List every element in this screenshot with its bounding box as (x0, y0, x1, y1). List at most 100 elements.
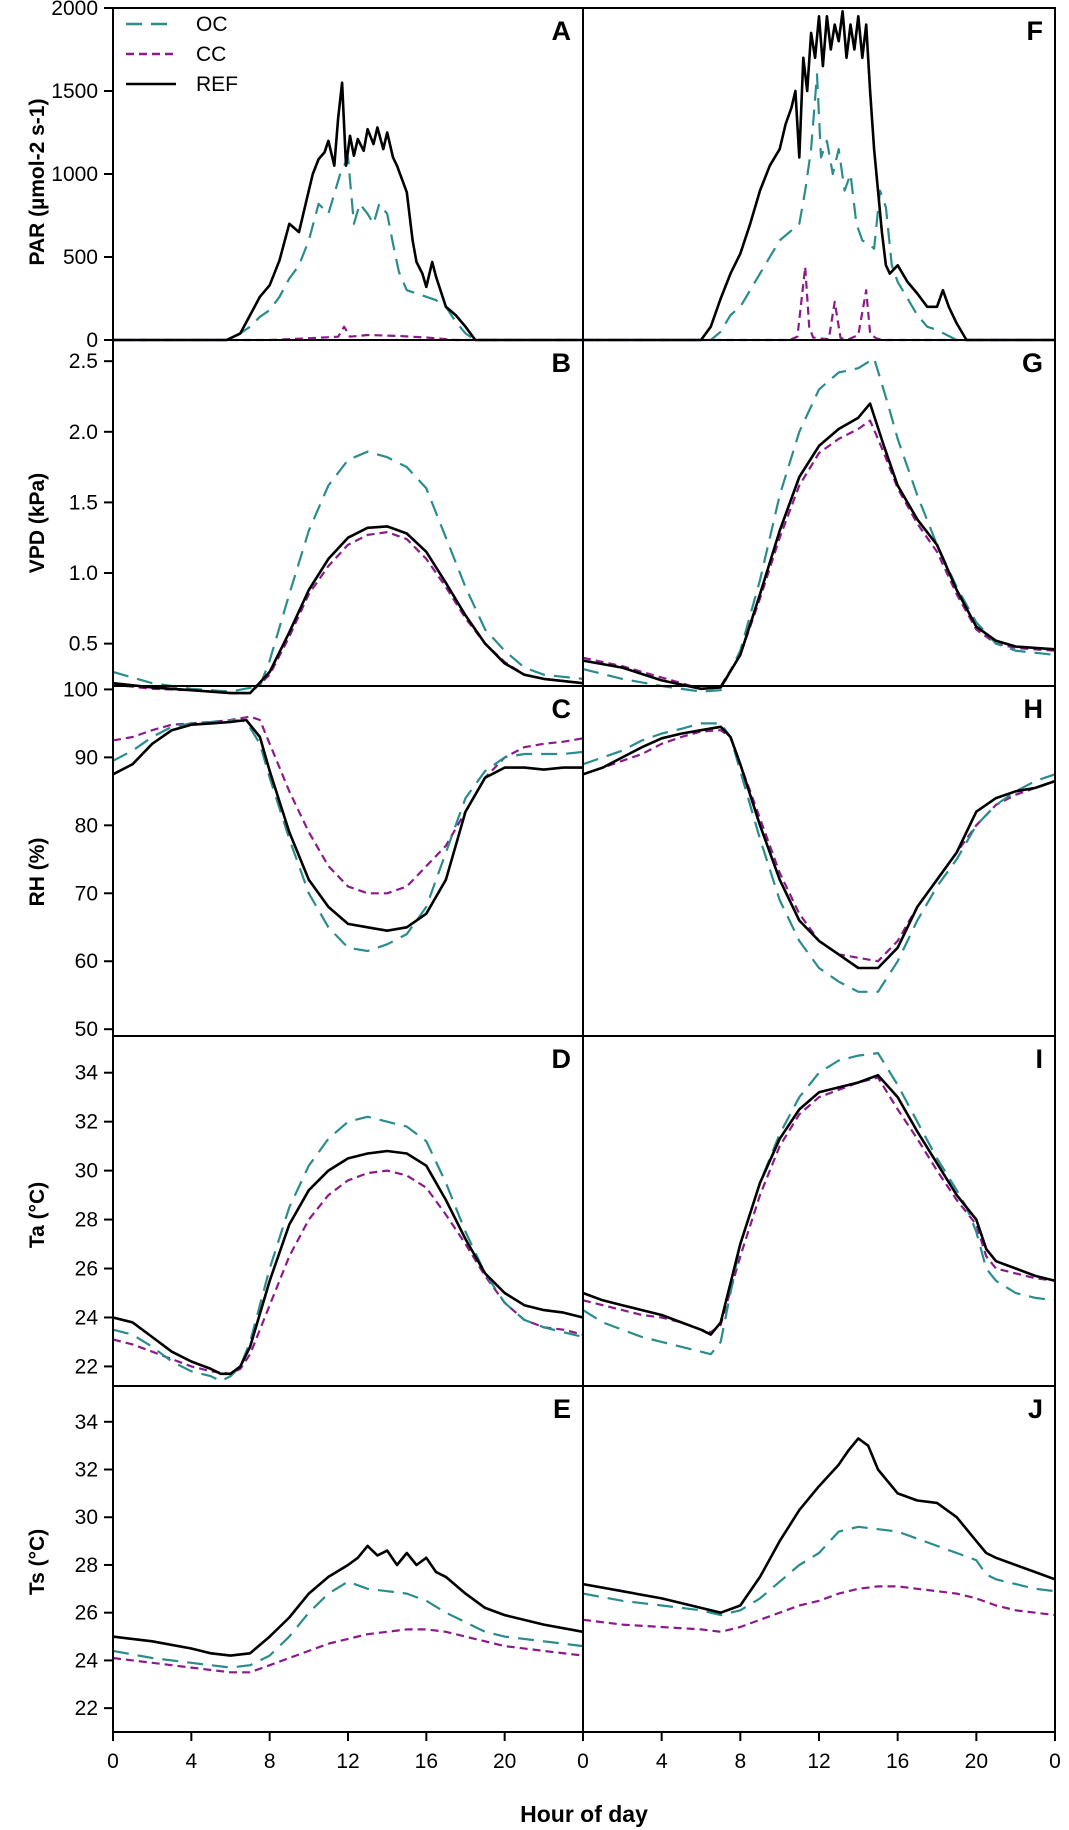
y-tick-label: 22 (75, 1697, 98, 1720)
panel-i: I (582, 1035, 1056, 1387)
y-tick-label: 32 (75, 1459, 98, 1482)
series-ref-f (583, 10, 1055, 342)
y-tick-label: 22 (75, 1355, 98, 1378)
panel-frame (582, 1035, 1056, 1387)
panel-c: C 50 60 70 80 90 100 (63, 678, 584, 1041)
panel-label: F (1027, 16, 1044, 46)
ylabel-vpd: VPD (kPa) (26, 473, 49, 573)
series-ref-i (582, 1073, 1056, 1336)
y-tick-label: 80 (75, 814, 98, 837)
x-tick-label: 0 (107, 1750, 119, 1773)
series-cc-j (582, 1585, 1056, 1633)
y-tick-label: 2.0 (69, 421, 98, 444)
legend-label-ref: REF (196, 73, 238, 96)
panel-label: A (552, 16, 572, 46)
series-oc-d (112, 1115, 584, 1383)
series-cc-i (582, 1076, 1056, 1334)
series-oc-e (112, 1580, 584, 1669)
ylabel-ta: Ta (°C) (26, 1182, 49, 1248)
series-ref-c (112, 718, 583, 933)
panel-frame (112, 7, 584, 341)
panel-frame (112, 1035, 584, 1387)
y-tick-label: 24 (75, 1306, 99, 1329)
panel-frame (112, 1385, 584, 1733)
panel-e: E 22 24 26 28 30 32 34 0 4 8 12 16 20 0 (75, 1385, 589, 1773)
y-tick-label: 2.5 (69, 350, 98, 373)
y-tick-label: 1.0 (69, 562, 98, 585)
panel-frame (112, 339, 584, 687)
legend-label-cc: CC (196, 43, 226, 66)
y-tick-label: 90 (75, 746, 98, 769)
x-tick-label: 20 (965, 1750, 988, 1773)
panel-label: C (552, 694, 572, 724)
y-tick-label: 2000 (51, 0, 98, 20)
series-oc-h (582, 722, 1056, 993)
legend-label-oc: OC (196, 13, 228, 36)
x-tick-label: 8 (734, 1750, 746, 1773)
series-cc-e (112, 1628, 584, 1674)
y-tick-label: 0 (86, 329, 98, 352)
series-ref-j (582, 1437, 1056, 1614)
y-tick-label: 0.5 (69, 633, 98, 656)
y-tick-label: 24 (75, 1649, 99, 1672)
series-cc-a (113, 325, 583, 342)
panel-frame (112, 685, 584, 1037)
y-tick-label: 26 (75, 1602, 98, 1625)
series-ref-h (582, 725, 1056, 970)
panel-label: E (553, 1394, 571, 1424)
xlabel: Hour of day (520, 1801, 648, 1827)
y-tick-label: 28 (75, 1554, 98, 1577)
series-cc-g (582, 419, 1056, 690)
panel-label: I (1035, 1044, 1043, 1074)
panel-d: D 22 24 26 28 30 32 34 (75, 1035, 584, 1387)
x-tick-label: 0 (577, 1750, 589, 1773)
x-tick-label: 4 (656, 1750, 668, 1773)
y-tick-label: 34 (75, 1411, 99, 1434)
panel-label: D (552, 1044, 572, 1074)
panel-label: B (552, 348, 572, 378)
panel-frame (582, 7, 1056, 341)
legend: OC CC REF (126, 13, 238, 96)
series-ref-g (582, 402, 1056, 691)
panel-label: J (1028, 1394, 1043, 1424)
y-tick-label: 30 (75, 1160, 98, 1183)
y-tick-label: 100 (63, 678, 98, 701)
y-tick-label: 1500 (51, 80, 98, 103)
series-oc-i (582, 1051, 1056, 1356)
y-tick-label: 70 (75, 882, 98, 905)
y-tick-label: 34 (75, 1062, 99, 1085)
y-tick-label: 28 (75, 1209, 98, 1232)
panel-f: F (582, 7, 1056, 342)
y-tick-label: 500 (63, 246, 98, 269)
panel-j: J 4 8 12 16 20 0 (582, 1385, 1061, 1773)
series-ref-e (112, 1544, 584, 1657)
panel-label: G (1022, 348, 1043, 378)
x-tick-label: 16 (886, 1750, 909, 1773)
panel-b: B 0.5 1.0 1.5 2.0 2.5 (69, 339, 584, 695)
y-tick-label: 50 (75, 1018, 98, 1041)
y-tick-label: 1.5 (69, 491, 98, 514)
panel-a: A 0 500 1000 1500 2000 (51, 0, 584, 352)
series-oc-c (112, 718, 584, 953)
x-tick-label: 0 (1049, 1750, 1061, 1773)
panel-label: H (1024, 694, 1044, 724)
series-ref-d (112, 1149, 584, 1376)
y-tick-label: 32 (75, 1111, 98, 1134)
y-tick-label: 26 (75, 1258, 98, 1281)
ylabel-ts: Ts (°C) (26, 1529, 49, 1595)
x-tick-label: 12 (807, 1750, 830, 1773)
series-cc-h (582, 729, 1056, 963)
series-cc-c (112, 715, 584, 895)
panel-h: H (582, 685, 1056, 1037)
ylabel-par: PAR (µmol-2 s-1) (26, 99, 49, 266)
series-oc-j (582, 1525, 1056, 1617)
panel-frame (582, 1385, 1056, 1733)
series-ref-a (113, 81, 583, 342)
panel-frame (582, 685, 1056, 1037)
x-tick-label: 4 (185, 1750, 197, 1773)
y-axis-labels: PAR (µmol-2 s-1) VPD (kPa) RH (%) Ta (°C… (26, 99, 49, 1596)
x-tick-label: 8 (264, 1750, 276, 1773)
y-tick-label: 30 (75, 1506, 98, 1529)
